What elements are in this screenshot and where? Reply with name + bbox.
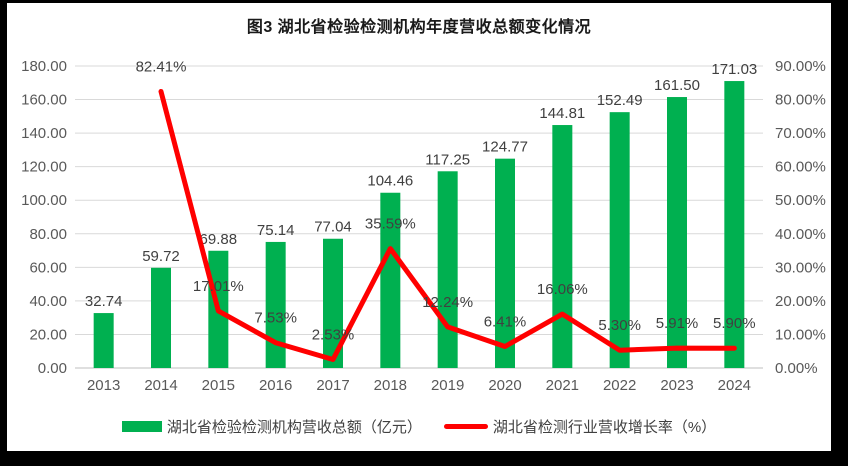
left-axis-tick: 40.00 bbox=[29, 293, 67, 310]
right-axis-tick: 20.00% bbox=[775, 293, 826, 310]
legend-item-revenue: 湖北省检验检测机构营收总额（亿元） bbox=[121, 416, 422, 437]
left-axis-tick: 60.00 bbox=[29, 259, 67, 276]
chart-frame: 图3 湖北省检验检测机构年度营收总额变化情况 0.00 20.00 40.00 60.… bbox=[7, 3, 831, 451]
bar-value-label: 152.49 bbox=[597, 92, 643, 109]
left-axis-tick: 0.00 bbox=[38, 360, 67, 377]
bar-value-label: 161.50 bbox=[654, 77, 700, 94]
left-axis-tick: 120.00 bbox=[21, 159, 67, 176]
x-axis-tick: 2024 bbox=[718, 377, 751, 394]
bar-2013 bbox=[93, 313, 114, 368]
bar-value-label: 32.74 bbox=[85, 293, 123, 310]
bar-2020 bbox=[495, 158, 515, 368]
bar-value-label: 75.14 bbox=[257, 222, 295, 239]
right-axis-tick: 30.00% bbox=[775, 259, 826, 276]
bar-2024 bbox=[724, 81, 745, 368]
line-value-label: 5.30% bbox=[598, 317, 641, 334]
plot-area: 0.00 20.00 40.00 60.00 80.00 100.00 120.00 140.… bbox=[21, 58, 826, 394]
right-axis-tick: 50.00% bbox=[775, 192, 826, 209]
line-value-label: 2.53% bbox=[312, 327, 355, 344]
bar-value-label: 124.77 bbox=[482, 139, 528, 156]
x-axis-tick: 2015 bbox=[202, 377, 235, 394]
left-axis-tick: 180.00 bbox=[21, 58, 67, 75]
legend-label-growth: 湖北省检测行业营收增长率（%） bbox=[492, 419, 717, 436]
line-value-label: 6.41% bbox=[484, 313, 527, 330]
line-value-label: 5.91% bbox=[656, 315, 699, 332]
bar-2022 bbox=[609, 112, 630, 368]
line-value-label: 7.53% bbox=[254, 310, 297, 327]
growth-line bbox=[158, 88, 737, 363]
x-axis-tick: 2020 bbox=[488, 377, 521, 394]
x-axis-tick: 2016 bbox=[259, 377, 292, 394]
chart-title: 图3 湖北省检验检测机构年度营收总额变化情况 bbox=[246, 19, 592, 36]
line-value-label: 16.06% bbox=[537, 281, 588, 298]
right-axis-tick: 10.00% bbox=[775, 326, 826, 343]
legend-item-growth: 湖北省检测行业营收增长率（%） bbox=[443, 416, 717, 437]
x-axis-tick: 2014 bbox=[144, 377, 177, 394]
left-axis-tick: 160.00 bbox=[21, 92, 67, 109]
right-axis-tick: 40.00% bbox=[775, 226, 826, 243]
x-axis-tick: 2019 bbox=[431, 377, 464, 394]
line-value-label: 17.01% bbox=[193, 278, 244, 295]
bar-2023 bbox=[667, 97, 687, 369]
x-axis-tick: 2013 bbox=[87, 377, 120, 394]
bar-value-label: 69.88 bbox=[200, 231, 238, 248]
left-axis-tick: 20.00 bbox=[29, 326, 67, 343]
bar-series-swatch-icon bbox=[121, 421, 162, 432]
left-axis-tick: 140.00 bbox=[21, 125, 67, 142]
right-axis-tick: 80.00% bbox=[775, 92, 826, 109]
left-axis-tick: 100.00 bbox=[21, 192, 67, 209]
right-axis-tick: 70.00% bbox=[775, 125, 826, 142]
bar-2014 bbox=[151, 267, 171, 368]
right-axis-tick: 90.00% bbox=[775, 58, 826, 75]
line-value-label: 5.90% bbox=[713, 315, 756, 332]
left-axis-tick: 80.00 bbox=[29, 226, 67, 243]
bar-value-label: 117.25 bbox=[425, 151, 470, 168]
right-axis-tick: 0.00% bbox=[775, 360, 818, 377]
x-axis-tick: 2023 bbox=[660, 377, 693, 394]
bar-value-label: 171.03 bbox=[711, 61, 757, 78]
bar-2019 bbox=[437, 171, 458, 368]
line-value-label: 12.24% bbox=[422, 294, 473, 311]
bar-2018 bbox=[380, 192, 401, 368]
bar-value-label: 144.81 bbox=[539, 105, 585, 122]
bar-2021 bbox=[552, 125, 573, 368]
line-series-swatch-icon bbox=[443, 424, 488, 429]
bar-value-label: 104.46 bbox=[367, 173, 413, 190]
x-axis-tick: 2018 bbox=[374, 377, 407, 394]
legend: 湖北省检验检测机构营收总额（亿元） 湖北省检测行业营收增长率（%） bbox=[7, 416, 831, 437]
line-value-label: 35.59% bbox=[365, 216, 416, 233]
bar-2017 bbox=[323, 238, 343, 368]
right-axis-tick: 60.00% bbox=[775, 159, 826, 176]
bar-value-label: 59.72 bbox=[142, 248, 180, 265]
bar-value-label: 77.04 bbox=[314, 219, 352, 236]
x-axis-tick: 2017 bbox=[316, 377, 349, 394]
legend-label-revenue: 湖北省检验检测机构营收总额（亿元） bbox=[166, 419, 422, 436]
line-value-label: 82.41% bbox=[136, 58, 187, 75]
x-axis-tick: 2022 bbox=[603, 377, 636, 394]
bar-2016 bbox=[265, 241, 286, 368]
x-axis-tick: 2021 bbox=[546, 377, 579, 394]
